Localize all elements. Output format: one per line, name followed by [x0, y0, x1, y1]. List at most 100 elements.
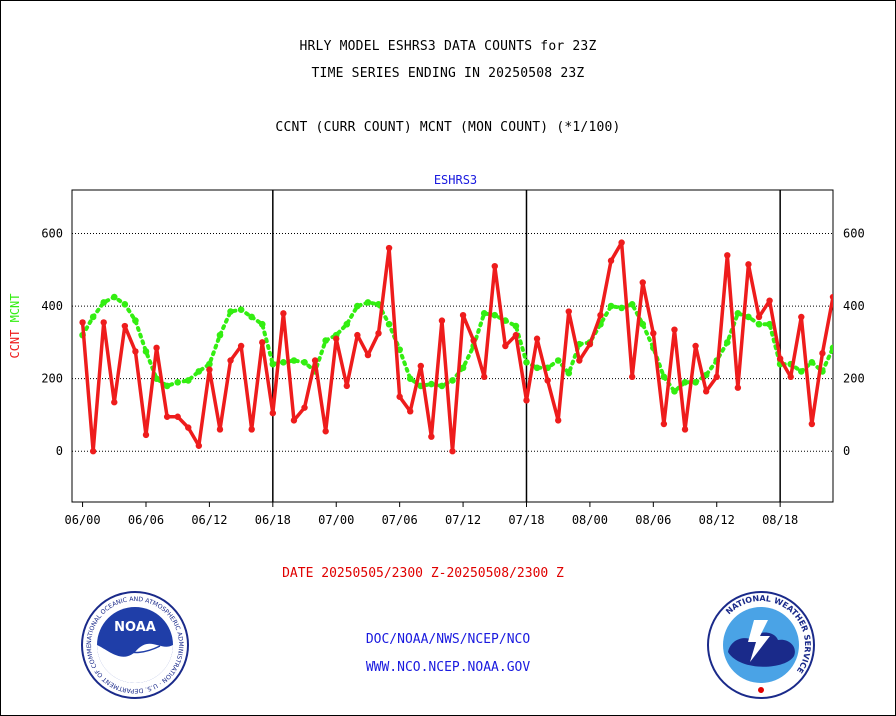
ccnt-point [163, 413, 171, 420]
mcnt-point [734, 310, 742, 317]
x-tick-label: 08/00 [572, 513, 608, 527]
x-tick-label: 08/18 [762, 513, 798, 527]
mcnt-point [745, 313, 752, 321]
x-tick-label: 07/12 [445, 513, 481, 527]
mcnt-point [628, 300, 636, 308]
ccnt-point [523, 397, 530, 404]
ccnt-point [290, 417, 298, 424]
ccnt-point [259, 339, 266, 346]
mcnt-point [206, 360, 213, 368]
ccnt-point [385, 244, 393, 252]
ccnt-point [449, 448, 456, 455]
ccnt-point [248, 426, 255, 433]
mcnt-point [290, 357, 298, 364]
ccnt-point [142, 431, 150, 439]
ccnt-point [533, 335, 541, 342]
mcnt-point [132, 317, 139, 324]
mcnt-point [385, 320, 393, 328]
mcnt-point [808, 359, 816, 366]
ccnt-point [269, 409, 277, 417]
ccnt-point [787, 373, 794, 381]
ccnt-point [121, 322, 129, 330]
ccnt-point [829, 293, 833, 301]
mcnt-point [110, 293, 118, 301]
ccnt-point [745, 261, 752, 268]
chart-title-line-2: TIME SERIES ENDING IN 20250508 23Z [311, 66, 585, 81]
y-tick-label-left: 400 [41, 299, 63, 313]
mcnt-point [364, 299, 372, 306]
mcnt-point [512, 322, 520, 330]
chart-title-line-1: HRLY MODEL ESHRS3 DATA COUNTS for 23Z [299, 39, 597, 54]
y-tick-label-left: 600 [41, 227, 63, 241]
mcnt-point [459, 364, 467, 372]
ccnt-point [89, 448, 97, 455]
ccnt-point [206, 366, 213, 373]
mcnt-point [724, 339, 731, 346]
mcnt-point [533, 364, 541, 372]
ccnt-point [681, 426, 689, 433]
ccnt-point [502, 342, 509, 350]
chart-subtitle: CCNT (CURR COUNT) MCNT (MON COUNT) (*1/1… [275, 120, 621, 135]
website-label: WWW.NCO.NCEP.NOAA.GOV [365, 660, 531, 675]
ccnt-point [586, 340, 594, 348]
noaa-logo: NOAA NATIONAL OCEANIC AND ATMOSPHERIC AD… [80, 590, 189, 699]
ccnt-point [354, 331, 361, 339]
x-tick-label: 07/18 [508, 513, 544, 527]
mcnt-point [227, 308, 234, 315]
mcnt-point [216, 331, 224, 339]
mcnt-point [840, 339, 847, 346]
mcnt-point [301, 359, 308, 366]
y-axis-label-mcnt: MCNT [8, 293, 22, 322]
mcnt-point [121, 300, 129, 308]
mcnt-point [671, 388, 678, 395]
mcnt-point [491, 311, 499, 319]
x-tick-label: 07/06 [382, 513, 418, 527]
ccnt-point [576, 357, 583, 364]
mcnt-point [354, 302, 361, 310]
mcnt-point [692, 378, 699, 386]
ccnt-point [396, 393, 403, 400]
ccnt-point [650, 330, 657, 337]
ccnt-point [597, 311, 604, 319]
ccnt-point [111, 399, 118, 406]
mcnt-point [269, 360, 277, 368]
mcnt-point [449, 377, 456, 384]
x-tick-label: 08/12 [699, 513, 735, 527]
ccnt-point [671, 326, 678, 333]
ccnt-point [481, 373, 488, 381]
ccnt-series-line [80, 240, 833, 453]
mcnt-point [184, 377, 192, 384]
ccnt-point [311, 357, 319, 364]
ccnt-point [132, 348, 139, 355]
mcnt-point [248, 313, 255, 321]
ccnt-point [544, 377, 551, 384]
mcnt-point [554, 357, 562, 364]
x-tick-label: 07/00 [318, 513, 354, 527]
mcnt-point [406, 375, 414, 382]
y-tick-label-right: 600 [843, 227, 865, 241]
y-tick-label-left: 0 [56, 444, 63, 458]
ccnt-point [174, 413, 181, 420]
mcnt-point [195, 368, 203, 375]
ccnt-point [153, 344, 160, 352]
ccnt-point [428, 433, 435, 440]
mcnt-point [100, 299, 108, 306]
nws-logo: NATIONAL WEATHER SERVICE [707, 591, 815, 699]
ccnt-point [565, 308, 572, 315]
ccnt-point [417, 362, 424, 370]
ccnt-point [808, 420, 816, 428]
ccnt-point [375, 330, 382, 337]
x-tick-label: 06/06 [128, 513, 164, 527]
mcnt-point [142, 348, 150, 355]
ccnt-point [692, 342, 699, 350]
ccnt-point [333, 335, 340, 342]
mcnt-point [565, 369, 573, 377]
ccnt-point [819, 350, 826, 357]
x-tick-label: 06/00 [65, 513, 101, 527]
ccnt-point [280, 310, 287, 317]
ccnt-point [512, 331, 520, 339]
y-tick-label-right: 400 [843, 299, 865, 313]
x-tick-label: 08/06 [635, 513, 671, 527]
ccnt-point [100, 319, 107, 326]
